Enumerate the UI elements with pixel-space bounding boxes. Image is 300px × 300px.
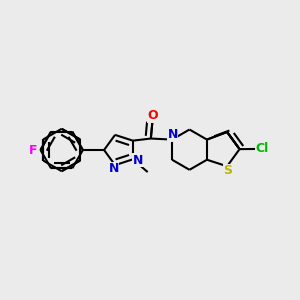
Text: N: N <box>133 154 143 167</box>
Text: N: N <box>108 162 119 176</box>
Text: O: O <box>147 109 158 122</box>
Text: N: N <box>167 128 178 141</box>
Text: S: S <box>223 164 232 178</box>
Text: F: F <box>29 143 38 157</box>
Text: Cl: Cl <box>256 142 269 155</box>
